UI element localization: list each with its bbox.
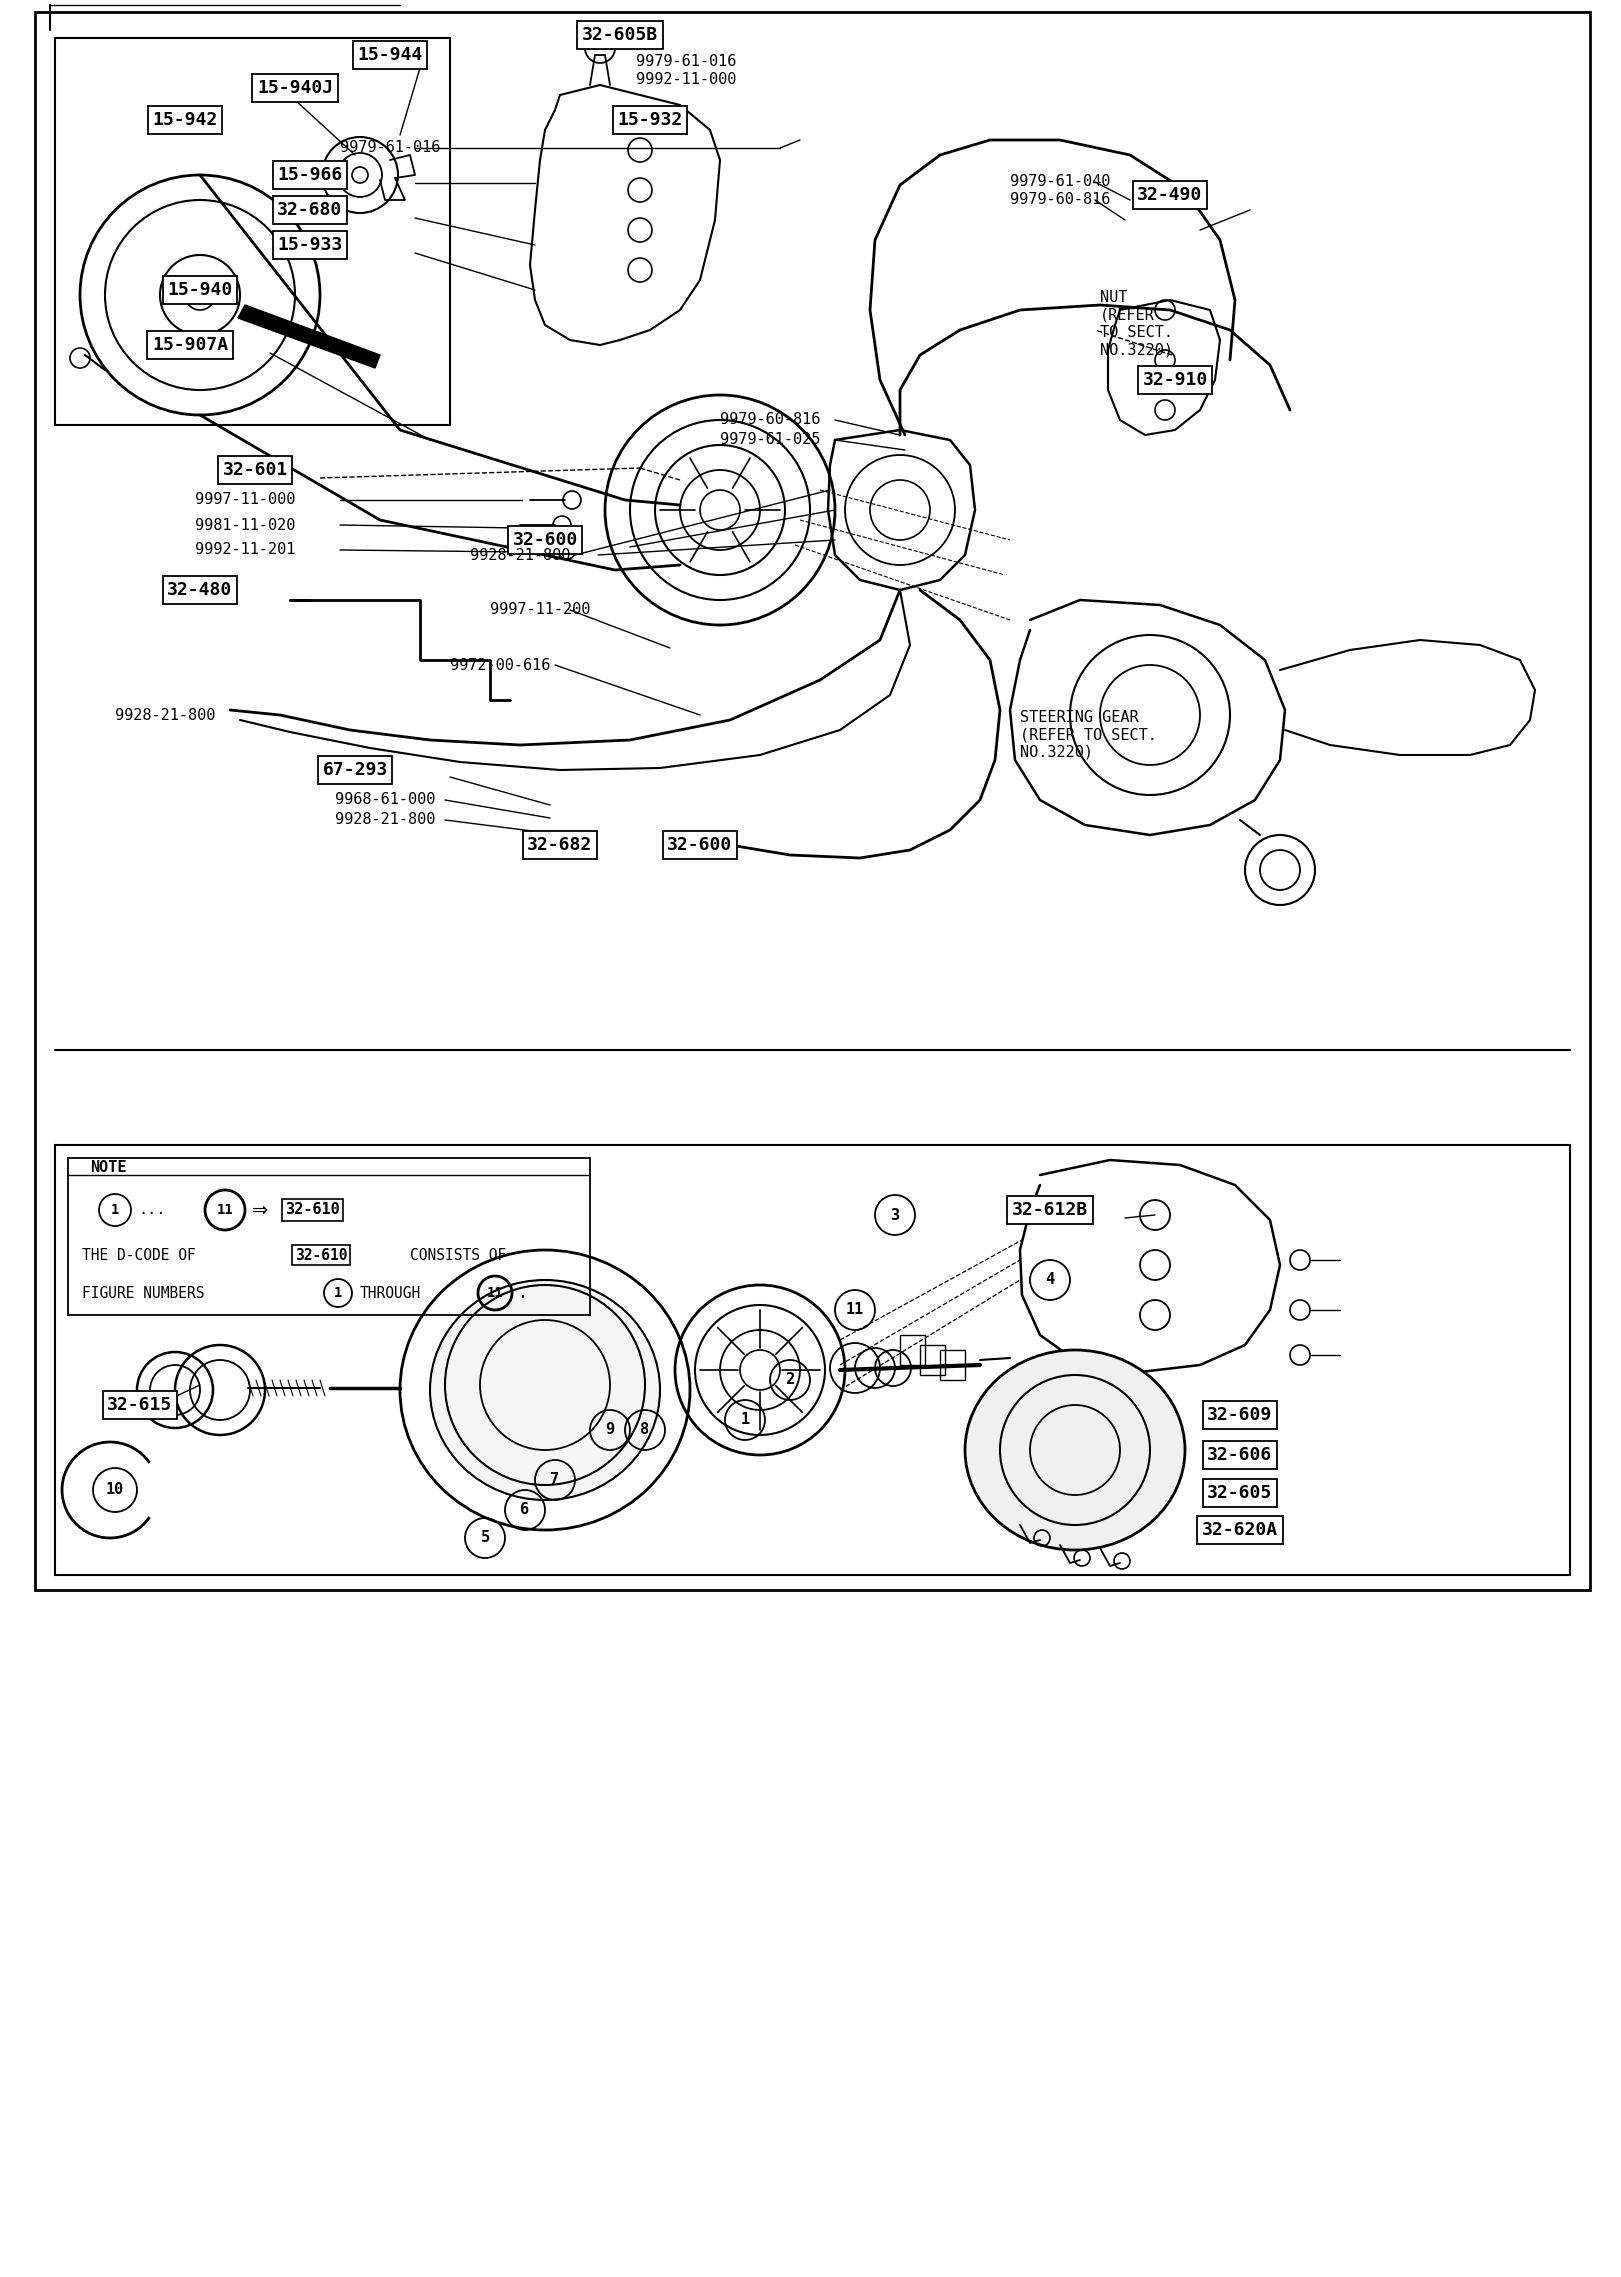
Text: 11: 11 — [217, 1202, 233, 1216]
Text: 15-933: 15-933 — [277, 237, 342, 255]
Text: 11: 11 — [486, 1287, 504, 1300]
Text: 32-610: 32-610 — [285, 1202, 340, 1218]
Text: 9992-11-201: 9992-11-201 — [195, 542, 295, 558]
Text: 5: 5 — [480, 1530, 490, 1546]
Text: 9992-11-000: 9992-11-000 — [635, 73, 736, 87]
Text: 9997-11-000: 9997-11-000 — [195, 492, 295, 508]
Text: 67-293: 67-293 — [323, 761, 387, 779]
Text: 32-480: 32-480 — [167, 581, 233, 599]
Bar — [55, 1145, 1571, 1576]
Bar — [36, 11, 1590, 1589]
Text: 15-966: 15-966 — [277, 166, 342, 184]
Bar — [940, 1350, 964, 1380]
Text: 9997-11-200: 9997-11-200 — [490, 603, 590, 617]
Polygon shape — [238, 305, 379, 369]
Text: 32-605: 32-605 — [1208, 1485, 1272, 1503]
Text: 32-612B: 32-612B — [1012, 1200, 1088, 1218]
Text: 15-940J: 15-940J — [258, 80, 332, 98]
Text: 9979-60-816: 9979-60-816 — [1010, 194, 1110, 207]
Bar — [900, 1334, 926, 1364]
Text: STEERING GEAR
(REFER TO SECT.
NO.3220): STEERING GEAR (REFER TO SECT. NO.3220) — [1020, 710, 1157, 761]
Text: 9979-61-025: 9979-61-025 — [720, 433, 820, 449]
Text: 9979-61-040: 9979-61-040 — [1010, 175, 1110, 189]
Bar — [921, 1346, 945, 1375]
Text: 9968-61-000: 9968-61-000 — [336, 792, 436, 808]
Text: 15-942: 15-942 — [152, 112, 217, 130]
Text: NUT
(REFER
TO SECT.
NO.3220): NUT (REFER TO SECT. NO.3220) — [1101, 289, 1174, 357]
Text: NOTE: NOTE — [91, 1159, 126, 1175]
Text: CONSISTS OF: CONSISTS OF — [410, 1248, 506, 1261]
Text: 32-606: 32-606 — [1208, 1446, 1272, 1464]
Text: 9928-21-800: 9928-21-800 — [470, 546, 571, 562]
Text: .: . — [519, 1284, 528, 1302]
Text: 9972-00-616: 9972-00-616 — [451, 658, 551, 672]
Text: 32-610: 32-610 — [295, 1248, 347, 1261]
Text: 1: 1 — [741, 1412, 749, 1428]
Text: 11: 11 — [846, 1302, 864, 1318]
Text: 9928-21-800: 9928-21-800 — [115, 708, 216, 722]
Text: 9979-60-816: 9979-60-816 — [720, 412, 820, 428]
Text: 32-680: 32-680 — [277, 200, 342, 219]
Text: 32-615: 32-615 — [107, 1396, 172, 1414]
Text: 15-940: 15-940 — [167, 280, 233, 298]
Ellipse shape — [430, 1280, 660, 1501]
Text: 32-605B: 32-605B — [582, 25, 658, 43]
Text: FIGURE NUMBERS: FIGURE NUMBERS — [83, 1287, 204, 1300]
Bar — [68, 1159, 590, 1316]
Text: 32-490: 32-490 — [1138, 187, 1203, 205]
Text: 32-600: 32-600 — [668, 836, 733, 854]
Text: 32-600: 32-600 — [512, 531, 577, 549]
Text: 3: 3 — [890, 1207, 900, 1223]
Text: ...: ... — [138, 1202, 165, 1218]
Text: 15-907A: 15-907A — [152, 337, 229, 353]
Text: 32-910: 32-910 — [1143, 371, 1208, 389]
Text: 1: 1 — [334, 1287, 342, 1300]
Text: 9979-61-016: 9979-61-016 — [635, 55, 736, 71]
Text: 32-620A: 32-620A — [1201, 1521, 1277, 1539]
Text: 8: 8 — [640, 1423, 650, 1437]
Text: 10: 10 — [105, 1482, 125, 1498]
Text: 6: 6 — [520, 1503, 530, 1516]
Bar — [55, 39, 451, 426]
Text: 9928-21-800: 9928-21-800 — [336, 813, 436, 827]
Text: 32-609: 32-609 — [1208, 1405, 1272, 1423]
Text: 4: 4 — [1046, 1273, 1055, 1287]
Text: 32-601: 32-601 — [222, 460, 287, 478]
Text: 1: 1 — [110, 1202, 120, 1216]
Text: 2: 2 — [786, 1373, 794, 1387]
Text: 15-944: 15-944 — [357, 46, 423, 64]
Text: 32-682: 32-682 — [527, 836, 593, 854]
Text: 15-932: 15-932 — [618, 112, 682, 130]
Text: 7: 7 — [551, 1473, 559, 1487]
Text: 9: 9 — [605, 1423, 614, 1437]
Text: ⇒: ⇒ — [251, 1200, 269, 1220]
Text: THROUGH: THROUGH — [360, 1287, 421, 1300]
Text: 9981-11-020: 9981-11-020 — [195, 517, 295, 533]
Text: 9979-61-016: 9979-61-016 — [340, 141, 441, 155]
Ellipse shape — [964, 1350, 1185, 1551]
Text: THE D-CODE OF: THE D-CODE OF — [83, 1248, 196, 1261]
